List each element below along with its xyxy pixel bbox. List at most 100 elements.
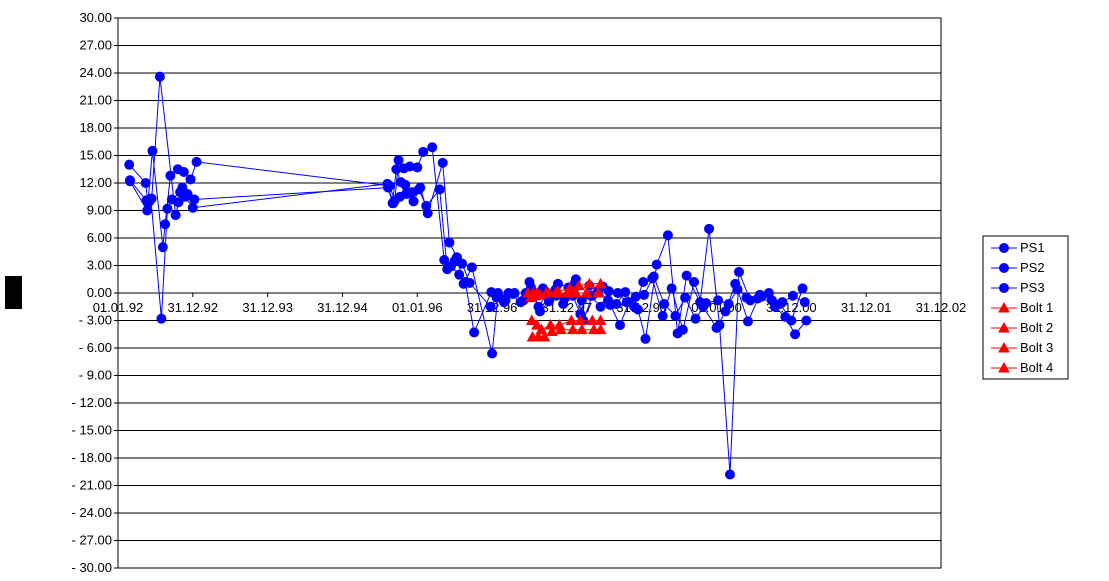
x-tick-label: 31.12.92 (168, 300, 219, 315)
x-tick-label: 31.12.93 (242, 300, 293, 315)
data-point (543, 286, 555, 298)
legend-label: PS2 (1020, 260, 1045, 275)
data-point (154, 71, 165, 82)
data-point (546, 325, 558, 336)
data-point (662, 230, 673, 241)
y-tick-label: 27.00 (79, 38, 112, 53)
data-point (787, 290, 798, 301)
data-point (583, 277, 596, 289)
data-point (421, 200, 432, 211)
data-point (145, 193, 156, 204)
legend-marker (998, 341, 1010, 353)
data-point (552, 285, 564, 296)
data-point (408, 196, 419, 207)
series-group (124, 71, 812, 480)
x-tick-label: 31.12.01 (841, 300, 892, 315)
y-tick-label: - 6.00 (79, 340, 112, 355)
data-point (701, 298, 712, 309)
data-point (594, 323, 607, 335)
data-point (388, 198, 399, 209)
data-point (487, 348, 498, 359)
data-point (534, 288, 546, 300)
y-tick-label: 6.00 (87, 230, 112, 245)
data-point (573, 279, 585, 291)
data-point (651, 259, 662, 270)
data-point (418, 146, 429, 157)
data-point (434, 184, 445, 195)
x-tick-label: 01.01.96 (392, 300, 443, 315)
series-ps3 (124, 175, 810, 327)
data-point (713, 295, 724, 306)
data-point (595, 301, 606, 312)
data-point (413, 184, 424, 195)
data-point (437, 157, 448, 168)
data-point (442, 264, 453, 275)
data-point (166, 194, 177, 205)
data-point (638, 289, 649, 300)
legend-label: Bolt 4 (1020, 360, 1053, 375)
data-point (189, 194, 200, 205)
y-tick-label: 9.00 (87, 203, 112, 218)
data-point (629, 301, 640, 312)
data-point (580, 286, 593, 298)
data-point (638, 277, 649, 287)
data-point (777, 297, 788, 308)
y-tick-label: - 21.00 (72, 478, 112, 493)
data-point (444, 237, 455, 248)
data-point (732, 284, 743, 295)
data-point (790, 329, 801, 340)
data-point (160, 219, 171, 230)
grid (118, 17, 941, 569)
data-point (567, 323, 579, 335)
data-point (535, 323, 548, 335)
data-point (670, 310, 681, 321)
legend-label: PS1 (1020, 240, 1045, 255)
data-point (491, 292, 502, 303)
x-tick-label: 31.12.02 (916, 300, 967, 315)
y-tick-label: - 27.00 (72, 533, 112, 548)
data-point (170, 210, 181, 221)
data-point (178, 167, 189, 177)
data-point (457, 258, 468, 269)
y-tick-label: 24.00 (79, 65, 112, 80)
legend-label: PS3 (1020, 280, 1045, 295)
data-point (754, 289, 765, 300)
data-point (630, 291, 641, 302)
data-point (741, 292, 752, 303)
axes: 30.00 27.00 24.00 21.00 18.00 15.00 12.00 9.00 6… (72, 10, 967, 575)
data-point (657, 310, 668, 321)
data-point (464, 277, 475, 288)
data-point (723, 299, 734, 309)
data-point (499, 297, 510, 308)
data-point (185, 174, 196, 185)
data-point (124, 159, 135, 170)
legend-marker (999, 283, 1009, 293)
data-point (157, 242, 168, 253)
data-point (180, 191, 191, 202)
data-point (611, 299, 622, 309)
data-point (412, 162, 423, 173)
data-point (586, 314, 599, 325)
data-point (659, 299, 670, 309)
series-bolt-3 (525, 314, 607, 335)
legend-marker (999, 243, 1009, 253)
data-point (786, 315, 797, 326)
data-point (733, 266, 744, 277)
data-point (156, 313, 167, 324)
data-point (766, 295, 777, 306)
data-point (525, 314, 538, 325)
data-point (165, 170, 176, 181)
y-tick-label: 3.00 (87, 258, 112, 273)
data-point (594, 277, 607, 289)
y-tick-label: 21.00 (79, 93, 112, 108)
data-point (124, 175, 135, 186)
data-point (797, 283, 808, 294)
data-point (801, 315, 812, 326)
data-point (485, 301, 496, 312)
data-point (677, 324, 688, 335)
data-point (799, 297, 810, 308)
data-point (592, 286, 605, 298)
data-point (395, 191, 406, 202)
data-point (615, 320, 626, 331)
y-tick-label: 12.00 (79, 175, 112, 190)
